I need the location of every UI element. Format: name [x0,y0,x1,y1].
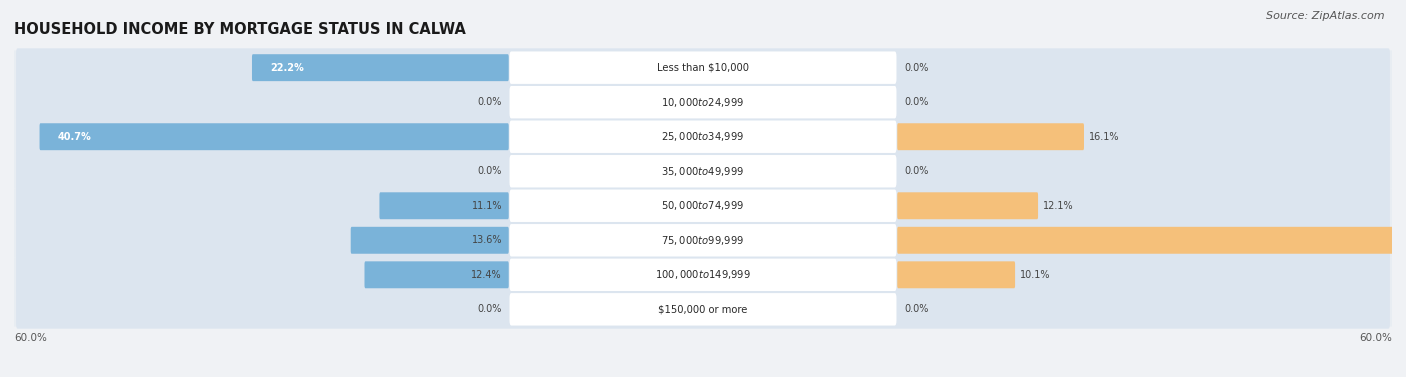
Text: 0.0%: 0.0% [478,97,502,107]
FancyBboxPatch shape [509,155,897,187]
Text: 12.1%: 12.1% [1043,201,1074,211]
Text: 0.0%: 0.0% [478,304,502,314]
FancyBboxPatch shape [509,51,897,84]
FancyBboxPatch shape [14,188,1392,223]
Text: 13.6%: 13.6% [471,235,502,245]
Text: 0.0%: 0.0% [904,97,928,107]
FancyBboxPatch shape [15,117,1391,156]
FancyBboxPatch shape [14,120,1392,154]
Text: $10,000 to $24,999: $10,000 to $24,999 [661,96,745,109]
Text: 0.0%: 0.0% [904,166,928,176]
Text: 11.1%: 11.1% [471,201,502,211]
FancyBboxPatch shape [509,190,897,222]
Text: HOUSEHOLD INCOME BY MORTGAGE STATUS IN CALWA: HOUSEHOLD INCOME BY MORTGAGE STATUS IN C… [14,22,465,37]
FancyBboxPatch shape [897,261,1015,288]
Text: $35,000 to $49,999: $35,000 to $49,999 [661,165,745,178]
Text: 0.0%: 0.0% [904,63,928,73]
Text: 0.0%: 0.0% [904,304,928,314]
Text: $100,000 to $149,999: $100,000 to $149,999 [655,268,751,281]
FancyBboxPatch shape [509,86,897,118]
Text: 0.0%: 0.0% [478,166,502,176]
Text: $50,000 to $74,999: $50,000 to $74,999 [661,199,745,212]
Text: 40.7%: 40.7% [58,132,91,142]
FancyBboxPatch shape [15,187,1391,225]
FancyBboxPatch shape [15,152,1391,190]
Text: 22.2%: 22.2% [270,63,304,73]
FancyBboxPatch shape [509,224,897,256]
Text: $150,000 or more: $150,000 or more [658,304,748,314]
FancyBboxPatch shape [509,259,897,291]
Text: 60.0%: 60.0% [1360,333,1392,343]
Text: 12.4%: 12.4% [471,270,502,280]
FancyBboxPatch shape [15,256,1391,294]
Text: 10.1%: 10.1% [1019,270,1050,280]
FancyBboxPatch shape [14,154,1392,188]
Text: $75,000 to $99,999: $75,000 to $99,999 [661,234,745,247]
Text: Source: ZipAtlas.com: Source: ZipAtlas.com [1267,11,1385,21]
FancyBboxPatch shape [380,192,509,219]
FancyBboxPatch shape [14,85,1392,120]
Text: 16.1%: 16.1% [1088,132,1119,142]
Text: Less than $10,000: Less than $10,000 [657,63,749,73]
FancyBboxPatch shape [15,221,1391,260]
FancyBboxPatch shape [14,292,1392,326]
FancyBboxPatch shape [14,257,1392,292]
FancyBboxPatch shape [509,293,897,326]
FancyBboxPatch shape [897,192,1038,219]
FancyBboxPatch shape [15,290,1391,329]
FancyBboxPatch shape [350,227,509,254]
FancyBboxPatch shape [15,83,1391,121]
FancyBboxPatch shape [509,121,897,153]
FancyBboxPatch shape [897,123,1084,150]
FancyBboxPatch shape [14,51,1392,85]
FancyBboxPatch shape [252,54,509,81]
Text: 60.0%: 60.0% [14,333,46,343]
FancyBboxPatch shape [39,123,509,150]
FancyBboxPatch shape [14,223,1392,257]
FancyBboxPatch shape [15,48,1391,87]
FancyBboxPatch shape [364,261,509,288]
FancyBboxPatch shape [897,227,1406,254]
Text: $25,000 to $34,999: $25,000 to $34,999 [661,130,745,143]
